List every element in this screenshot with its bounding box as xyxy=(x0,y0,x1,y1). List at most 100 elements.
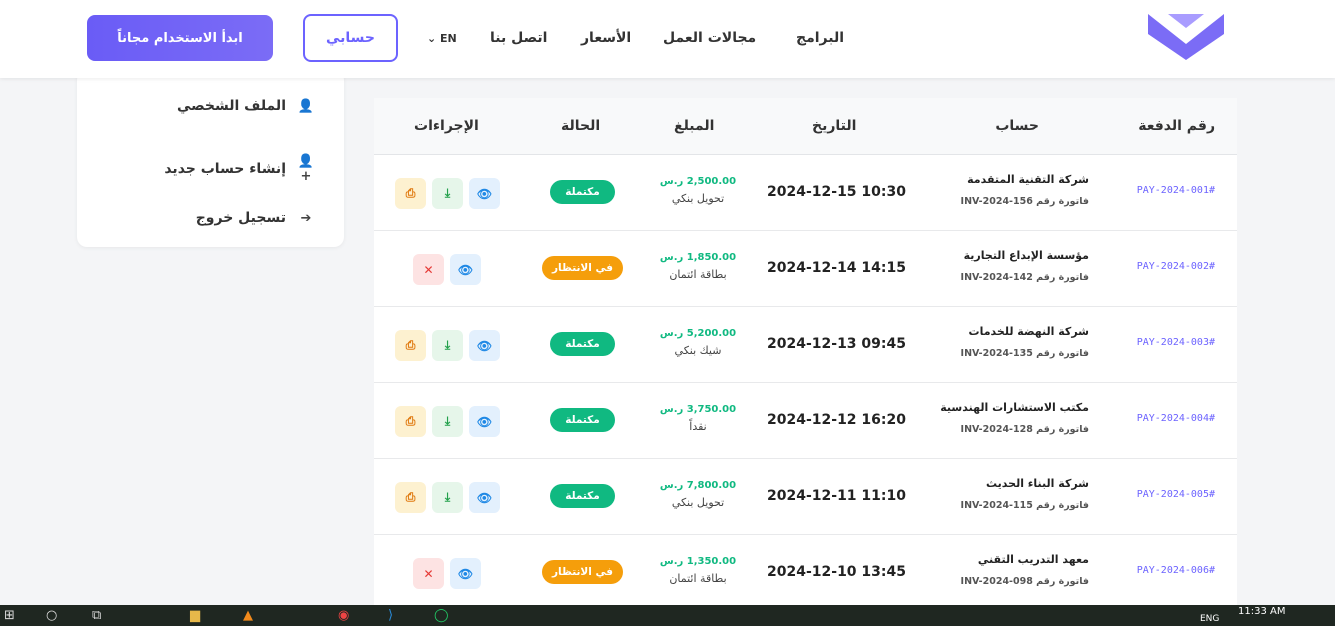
payment-id-link[interactable]: #PAY-2024-006 xyxy=(1136,565,1215,576)
payment-id-link[interactable]: #PAY-2024-004 xyxy=(1136,413,1215,424)
nav-programs[interactable]: البرامج xyxy=(796,30,845,46)
invoice-number: فاتورة رقم INV-2024-135 xyxy=(960,348,1089,359)
status-badge: مكتملة xyxy=(550,484,615,508)
clock[interactable]: 11:33 AM xyxy=(1238,606,1286,617)
search-icon[interactable]: ○ xyxy=(46,608,58,623)
windows-start-icon[interactable]: ⊞ xyxy=(4,608,15,623)
top-header: البرامج مجالات العمل الأسعار اتصل بنا ⌄ … xyxy=(0,0,1335,78)
account-cell: شركة البناء الحديث فاتورة رقم INV-2024-11… xyxy=(961,477,1089,511)
download-icon[interactable]: ⤓ xyxy=(432,406,463,437)
amount-value: 7,800.00 ر.س xyxy=(659,480,737,491)
print-icon[interactable]: ⎙ xyxy=(395,178,426,209)
view-icon[interactable]: 👁 xyxy=(450,558,481,589)
payment-method: بطاقة ائتمان xyxy=(669,268,727,281)
col-amount: المبلغ xyxy=(674,118,715,134)
col-account: حساب xyxy=(995,118,1039,134)
user-plus-icon: 👤+ xyxy=(297,154,314,184)
user-icon: 👤 xyxy=(297,98,314,114)
vscode-icon[interactable]: ⟩ xyxy=(388,608,394,623)
payment-date: 2024-12-11 11:10 xyxy=(767,488,906,504)
col-payment-id: رقم الدفعة xyxy=(1138,118,1215,134)
download-icon[interactable]: ⤓ xyxy=(432,178,463,209)
invoice-number: فاتورة رقم INV-2024-142 xyxy=(960,272,1089,283)
download-icon[interactable]: ⤓ xyxy=(432,482,463,513)
nav-pricing[interactable]: الأسعار xyxy=(581,30,632,46)
account-cell: مؤسسة الإبداع التجارية فاتورة رقم INV-202… xyxy=(961,249,1089,283)
payment-id-link[interactable]: #PAY-2024-002 xyxy=(1136,261,1215,272)
amount-cell: 7,800.00 ر.س تحويل بنكي xyxy=(649,480,747,509)
cancel-icon[interactable]: ✕ xyxy=(413,254,444,285)
my-account-button[interactable]: حسابي xyxy=(303,14,398,62)
amount-cell: 1,850.00 ر.س بطاقة ائتمان xyxy=(649,252,747,281)
company-name: معهد التدريب التقني xyxy=(977,553,1089,566)
payment-date: 2024-12-10 13:45 xyxy=(767,564,906,580)
chrome-icon[interactable]: ◉ xyxy=(338,608,350,623)
col-status: الحالة xyxy=(561,118,601,134)
company-name: مكتب الاستشارات الهندسية xyxy=(940,401,1089,414)
download-icon[interactable]: ⤓ xyxy=(432,330,463,361)
company-name: مؤسسة الإبداع التجارية xyxy=(963,249,1089,262)
sidebar-item-logout[interactable]: ➔ تسجيل خروج xyxy=(196,210,314,226)
vlc-icon[interactable]: ▲ xyxy=(243,608,253,623)
sign-out-icon: ➔ xyxy=(300,210,312,226)
chevron-down-icon: ⌄ xyxy=(427,32,441,45)
table-row: #PAY-2024-002 مؤسسة الإبداع التجارية فاتو… xyxy=(374,231,1237,307)
account-cell: معهد التدريب التقني فاتورة رقم INV-2024-0… xyxy=(961,553,1089,587)
account-cell: شركة النهضة للخدمات فاتورة رقم INV-2024-1… xyxy=(961,325,1089,359)
payment-id-link[interactable]: #PAY-2024-005 xyxy=(1136,489,1215,500)
col-date: التاريخ xyxy=(812,118,857,134)
amount-value: 2,500.00 ر.س xyxy=(659,176,737,187)
print-icon[interactable]: ⎙ xyxy=(395,482,426,513)
print-icon[interactable]: ⎙ xyxy=(395,406,426,437)
row-actions: 👁 ⤓ ⎙ xyxy=(395,178,500,209)
cancel-icon[interactable]: ✕ xyxy=(413,558,444,589)
row-actions: 👁 ✕ xyxy=(413,254,481,285)
account-cell: مكتب الاستشارات الهندسية فاتورة رقم INV-2… xyxy=(940,401,1089,435)
view-icon[interactable]: 👁 xyxy=(469,330,500,361)
payment-method: تحويل بنكي xyxy=(671,496,725,509)
table-row: #PAY-2024-006 معهد التدريب التقني فاتورة … xyxy=(374,535,1237,611)
windows-taskbar: ⊞ ○ ⧉ ▆ ▲ ◉ ⟩ ◯ ENG 11:33 AM xyxy=(0,605,1335,626)
table-row: #PAY-2024-004 مكتب الاستشارات الهندسية فا… xyxy=(374,383,1237,459)
payment-method: بطاقة ائتمان xyxy=(669,572,727,585)
view-icon[interactable]: 👁 xyxy=(469,406,500,437)
nav-contact[interactable]: اتصل بنا xyxy=(490,30,548,46)
view-icon[interactable]: 👁 xyxy=(469,482,500,513)
company-name: شركة النهضة للخدمات xyxy=(968,325,1089,338)
table-row: #PAY-2024-001 شركة التقنية المتقدمة فاتور… xyxy=(374,155,1237,231)
row-actions: 👁 ⤓ ⎙ xyxy=(395,406,500,437)
print-icon[interactable]: ⎙ xyxy=(395,330,426,361)
language-select[interactable]: ⌄ EN xyxy=(427,32,457,45)
start-free-button[interactable]: ابدأ الاستخدام مجاناً xyxy=(87,15,273,61)
table-row: #PAY-2024-005 شركة البناء الحديث فاتورة ر… xyxy=(374,459,1237,535)
input-language[interactable]: ENG xyxy=(1200,614,1220,624)
amount-cell: 5,200.00 ر.س شيك بنكي xyxy=(649,328,747,357)
invoice-number: فاتورة رقم INV-2024-128 xyxy=(960,424,1089,435)
logo-icon[interactable] xyxy=(1148,14,1224,60)
payment-id-link[interactable]: #PAY-2024-001 xyxy=(1136,185,1215,196)
row-actions: 👁 ⤓ ⎙ xyxy=(395,330,500,361)
company-name: شركة التقنية المتقدمة xyxy=(967,173,1089,186)
payment-date: 2024-12-12 16:20 xyxy=(767,412,906,428)
status-badge: مكتملة xyxy=(550,332,615,356)
account-cell: شركة التقنية المتقدمة فاتورة رقم INV-2024… xyxy=(961,173,1089,207)
view-icon[interactable]: 👁 xyxy=(450,254,481,285)
status-badge: مكتملة xyxy=(550,408,615,432)
payment-id-link[interactable]: #PAY-2024-003 xyxy=(1136,337,1215,348)
col-actions: الإجراءات xyxy=(414,118,479,134)
whatsapp-icon[interactable]: ◯ xyxy=(434,608,449,623)
sidebar-item-label: تسجيل خروج xyxy=(195,210,286,226)
payment-method: نقداً xyxy=(689,420,707,433)
file-explorer-icon[interactable]: ▆ xyxy=(190,608,200,623)
amount-cell: 2,500.00 ر.س تحويل بنكي xyxy=(649,176,747,205)
sidebar-item-profile[interactable]: 👤 الملف الشخصي xyxy=(177,98,314,114)
view-icon[interactable]: 👁 xyxy=(469,178,500,209)
status-badge: مكتملة xyxy=(550,180,615,204)
card-top-strip xyxy=(374,78,1237,98)
amount-value: 1,850.00 ر.س xyxy=(659,252,737,263)
nav-fields[interactable]: مجالات العمل xyxy=(663,30,757,46)
sidebar-item-new-account[interactable]: 👤+ إنشاء حساب جديد xyxy=(164,154,314,184)
task-view-icon[interactable]: ⧉ xyxy=(92,608,102,623)
sidebar-item-label: الملف الشخصي xyxy=(176,98,286,114)
payments-table: رقم الدفعة حساب التاريخ المبلغ الحالة ال… xyxy=(374,78,1237,618)
